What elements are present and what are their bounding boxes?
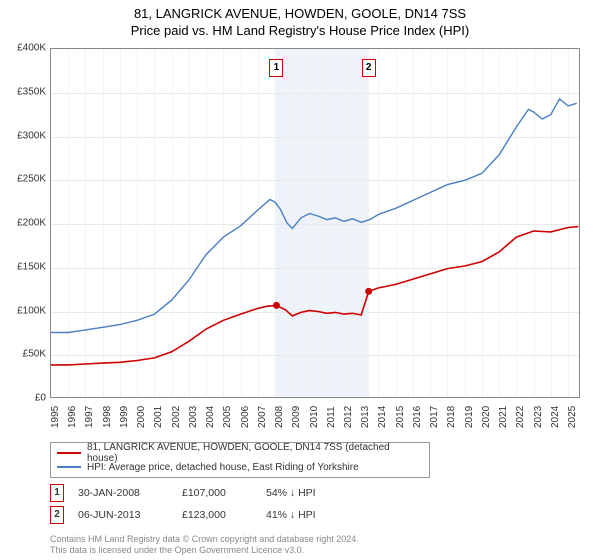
title-subtitle: Price paid vs. HM Land Registry's House …: [0, 23, 600, 38]
legend-label-hpi: HPI: Average price, detached house, East…: [87, 462, 359, 473]
sale-row-2: 2 06-JUN-2013 £123,000 41% ↓ HPI: [50, 506, 580, 524]
legend-swatch-hpi: [57, 466, 81, 468]
title-address: 81, LANGRICK AVENUE, HOWDEN, GOOLE, DN14…: [0, 6, 600, 21]
sale-row-1: 1 30-JAN-2008 £107,000 54% ↓ HPI: [50, 484, 580, 502]
sale-marker-2: 2: [50, 506, 64, 524]
sale-delta-1: 54% ↓ HPI: [266, 487, 376, 499]
chart-title: 81, LANGRICK AVENUE, HOWDEN, GOOLE, DN14…: [0, 0, 600, 42]
chart-plot-area: 12: [50, 48, 580, 398]
sales-table: 1 30-JAN-2008 £107,000 54% ↓ HPI 2 06-JU…: [50, 484, 580, 528]
footer-attribution: Contains HM Land Registry data © Crown c…: [50, 534, 359, 557]
sale-delta-2: 41% ↓ HPI: [266, 509, 376, 521]
footer-line2: This data is licensed under the Open Gov…: [50, 545, 359, 556]
chart-svg: [51, 49, 579, 397]
chart-legend: 81, LANGRICK AVENUE, HOWDEN, GOOLE, DN14…: [50, 442, 430, 478]
sale-price-1: £107,000: [182, 487, 252, 499]
footer-line1: Contains HM Land Registry data © Crown c…: [50, 534, 359, 545]
sale-date-2: 06-JUN-2013: [78, 509, 168, 521]
x-axis-labels: 1995199619971998199920002001200220032004…: [50, 400, 580, 436]
y-axis-labels: £0£50K£100K£150K£200K£250K£300K£350K£400…: [2, 48, 48, 398]
legend-swatch-property: [57, 452, 81, 454]
legend-item-property: 81, LANGRICK AVENUE, HOWDEN, GOOLE, DN14…: [57, 446, 423, 460]
sale-price-2: £123,000: [182, 509, 252, 521]
chart-marker-1: 1: [269, 59, 283, 77]
sale-date-1: 30-JAN-2008: [78, 487, 168, 499]
sale-marker-1: 1: [50, 484, 64, 502]
chart-marker-2: 2: [362, 59, 376, 77]
